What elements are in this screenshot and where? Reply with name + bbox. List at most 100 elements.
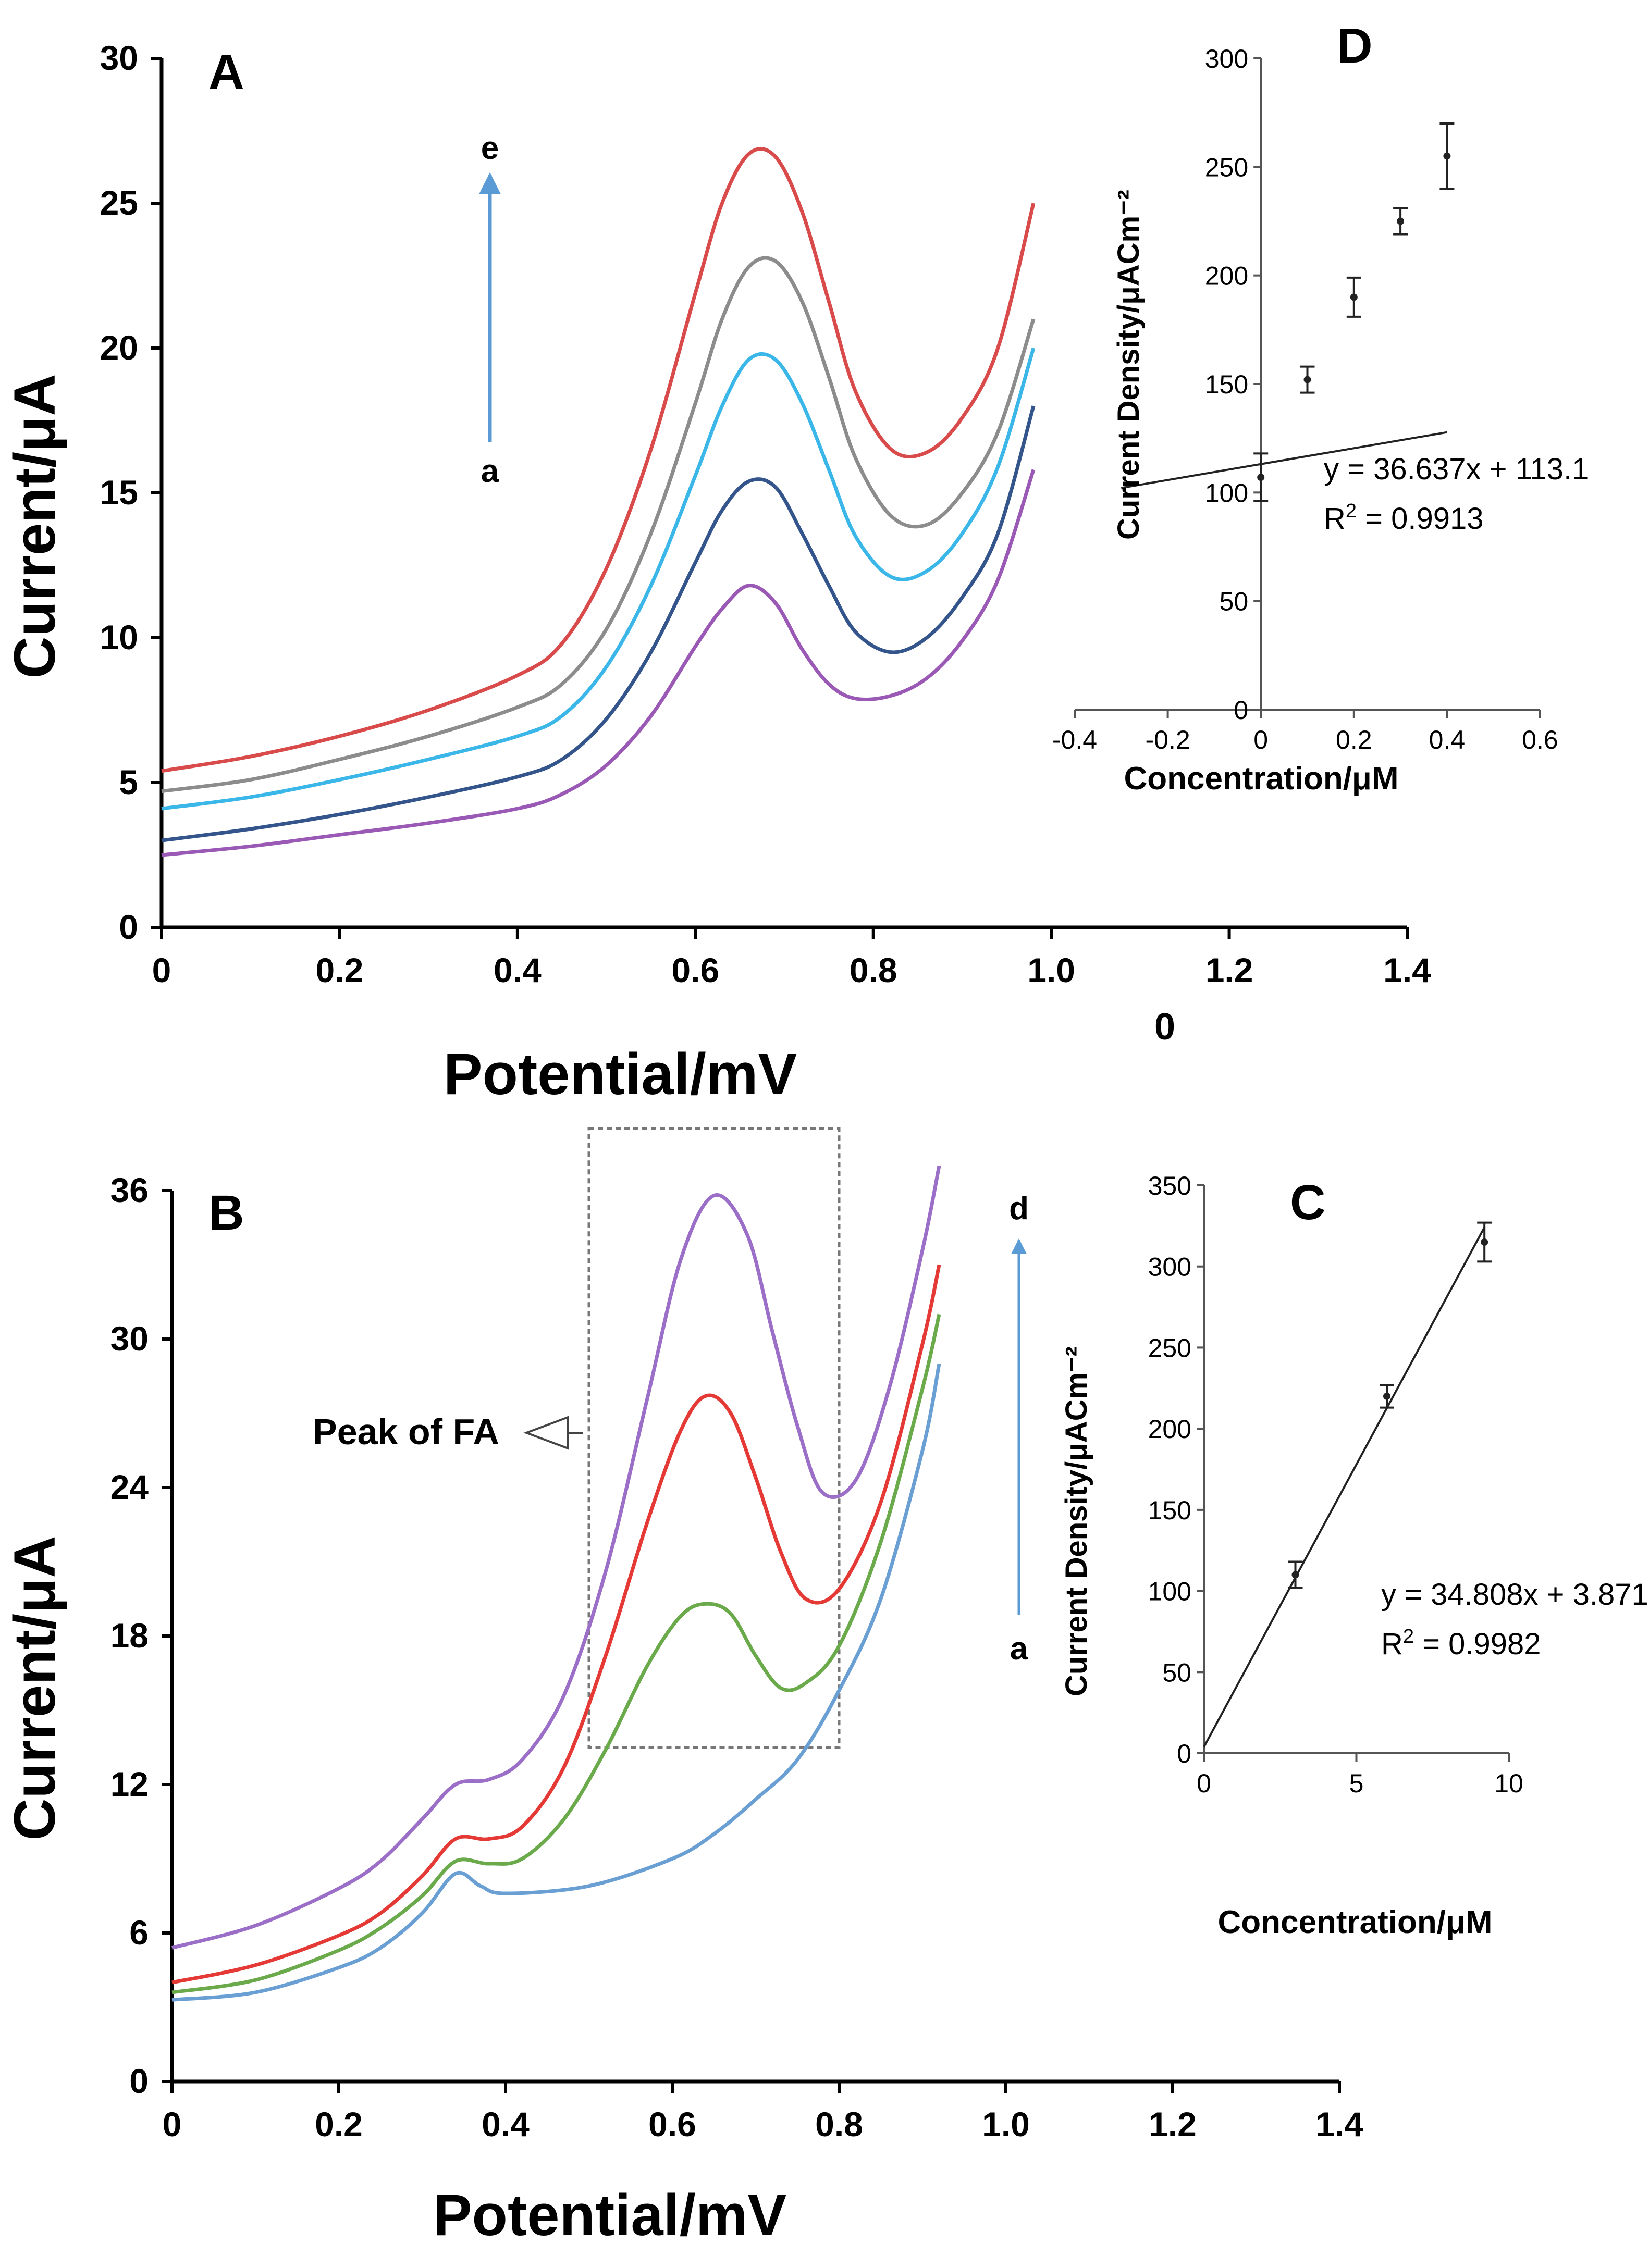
panel-c-y-tick-label: 300 [1148,1253,1191,1282]
panel-d-fit-line [1121,431,1447,489]
panel-a-xlabel: Potential/mV [444,1042,797,1107]
panel-b-y-tick-label: 18 [110,1616,149,1655]
panel-a-x-tick-label: 0.2 [316,951,364,989]
panel-a-y-tick-label: 5 [119,763,138,801]
panel-b-arrow-start-label: a [1010,1631,1028,1667]
panel-c-fit-line [1203,1226,1485,1748]
panel-b-label: B [208,1185,244,1241]
panel-d-point [1303,376,1311,383]
panel-a-series-c [161,347,1036,811]
panel-b-series-a [171,1363,941,2002]
panel-a-series-b [161,405,1036,842]
panel-a-x-tick-label: 0 [152,951,171,989]
panel-d-x-tick-label: 0 [1253,725,1268,754]
panel-c-y-tick-label: 50 [1162,1658,1191,1687]
panel-a-y-tick-label: 20 [100,328,138,367]
panel-a-y-tick-label: 15 [100,473,138,512]
peak-annotation-arrow [523,1416,569,1450]
panel-b-arrow-end-label: d [1009,1191,1029,1226]
panel-b-x-tick-label: 0 [163,2105,182,2143]
panel-c-r2: R2 = 0.9982 [1381,1626,1541,1661]
panel-d-xlabel: Concentration/μM [1124,761,1398,797]
panel-c-point [1291,1571,1299,1579]
panel-d-y-tick-label: 150 [1205,370,1248,399]
panel-a: A 0 0.2 0.4 0.6 0.8 1.0 1.2 1.4 0 5 10 15 20 25 30 Pot… [2,39,1431,1107]
panel-d: D -0.4 -0.2 0 0.2 0.4 0.6 0 50 100 150 200 250 300 C… [1052,18,1589,797]
panel-c-xlabel: Concentration/μM [1217,1904,1492,1940]
panel-b-x-tick-label: 1.2 [1149,2105,1197,2143]
panel-d-ylabel: Current Density/μACm⁻² [1112,190,1146,540]
panel-d-x-tick-label: 0.2 [1336,725,1372,754]
panel-a-y-tick-label: 30 [100,39,138,77]
panel-d-point [1350,293,1358,301]
panel-c-label: C [1290,1175,1326,1230]
panel-b-y-tick-label: 36 [110,1171,149,1209]
panel-a-x-tick-label: 0.6 [671,951,719,989]
panel-d-equation: y = 36.637x + 113.1 [1324,452,1589,486]
panel-c-y-tick-label: 200 [1148,1415,1191,1444]
panel-d-point [1443,152,1451,160]
panel-b-x-tick-label: 0.6 [648,2105,696,2143]
panel-c-x-tick-label: 10 [1494,1769,1523,1798]
panel-d-y-tick-label: 300 [1205,44,1248,73]
panel-c-y-tick-label: 100 [1148,1577,1191,1606]
panel-d-label: D [1337,18,1373,73]
panel-c-equation: y = 34.808x + 3.8717 [1381,1578,1649,1612]
panel-b-y-tick-label: 30 [110,1319,149,1358]
panel-a-stray-label: 0 [1154,1006,1175,1048]
panel-d-y-tick-label: 100 [1205,478,1248,507]
panel-d-x-tick-label: 0.6 [1522,725,1558,754]
panel-b-x-tick-label: 0.4 [482,2105,530,2143]
panel-c-x-tick-label: 0 [1197,1769,1211,1798]
panel-a-y-tick-label: 25 [100,183,138,222]
panel-d-point [1257,474,1265,481]
panel-b-x-tick-label: 0.8 [815,2105,863,2143]
panel-a-ylabel: Current/μA [2,374,67,679]
panel-a-series-d [161,256,1036,794]
panel-b-y-tick-label: 12 [110,1765,149,1803]
panel-b-y-tick-label: 6 [129,1913,149,1952]
panel-d-x-tick-label: 0.4 [1429,725,1466,754]
panel-c-y-tick-label: 0 [1177,1739,1191,1768]
panel-c-y-tick-label: 250 [1148,1333,1191,1362]
panel-b-series-d [171,1165,941,1950]
panel-d-y-tick-label: 200 [1205,262,1248,291]
panel-a-arrow-end-label: e [481,130,499,166]
panel-a-x-tick-label: 1.4 [1383,951,1431,989]
panel-c-point [1481,1238,1488,1246]
panel-d-y-tick-label: 0 [1234,696,1248,725]
panel-b-x-tick-label: 1.4 [1315,2105,1363,2143]
panel-a-x-tick-label: 0.8 [850,951,897,989]
panel-a-y-tick-label: 10 [100,618,138,656]
panel-b-series-c [171,1264,941,1985]
panel-d-x-tick-label: -0.4 [1052,725,1097,754]
peak-highlight-box [587,1127,841,1749]
panel-c-x-tick-label: 5 [1349,1769,1364,1798]
panel-b-ylabel: Current/μA [2,1536,67,1841]
panel-b-y-tick-label: 0 [129,2062,149,2100]
panel-a-x-tick-label: 1.2 [1205,951,1253,989]
panel-a-x-tick-label: 1.0 [1027,951,1075,989]
panel-d-point [1397,217,1405,225]
panel-d-y-tick-label: 250 [1205,153,1248,182]
panel-b-series-b [171,1313,941,1994]
panel-a-x-tick-label: 0.4 [494,951,542,989]
panel-d-y-tick-label: 50 [1220,587,1249,616]
panel-b-xlabel: Potential/mV [433,2183,786,2248]
panel-c-y-tick-label: 150 [1148,1496,1191,1525]
panel-b: B 0 0.2 0.4 0.6 0.8 1.0 1.2 1.4 0 6 12 18 24 30 36 Pot… [2,1127,1363,2248]
panel-b-x-tick-label: 0.2 [315,2105,363,2143]
panel-a-label: A [208,44,244,100]
panel-d-r2: R2 = 0.9913 [1324,500,1484,536]
panel-a-arrow-start-label: a [481,453,499,489]
panel-a-series-e [161,147,1036,773]
panel-c-point [1383,1392,1390,1400]
panel-c-ylabel: Current Density/μACm⁻² [1060,1346,1093,1696]
panel-c-y-tick-label: 350 [1148,1171,1191,1200]
panel-d-x-tick-label: -0.2 [1146,725,1190,754]
panel-a-series-a [161,469,1036,857]
panel-a-y-tick-label: 0 [119,908,138,946]
panel-b-x-tick-label: 1.0 [982,2105,1030,2143]
